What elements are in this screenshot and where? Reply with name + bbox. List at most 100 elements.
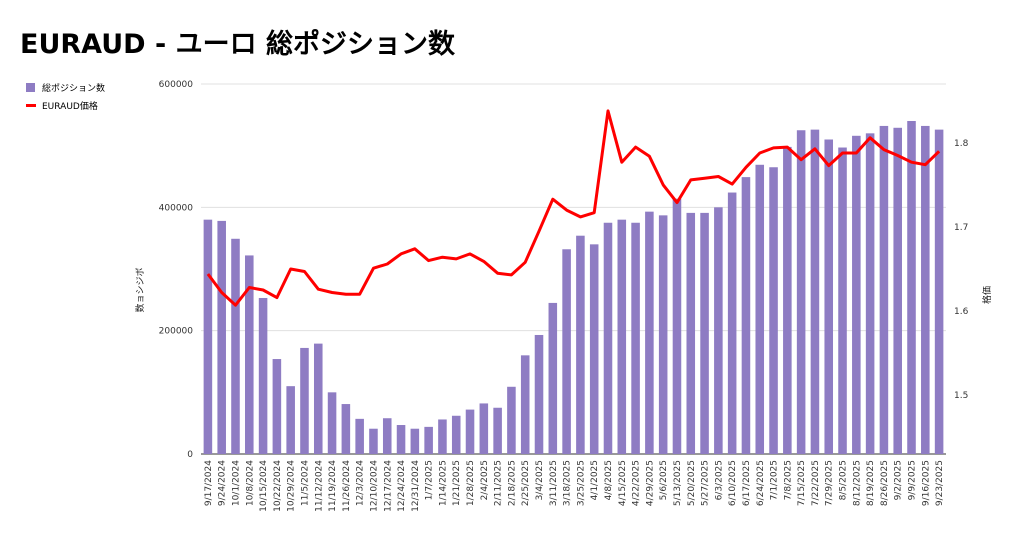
x-tick-label: 3/25/2025	[576, 460, 586, 506]
x-tick-label: 10/8/2024	[245, 460, 255, 506]
x-tick-label: 3/4/2025	[535, 460, 545, 500]
x-tick-label: 2/4/2025	[480, 460, 490, 500]
x-tick-label: 12/3/2024	[356, 460, 366, 506]
bar	[645, 212, 654, 454]
bar	[714, 207, 723, 454]
bar	[300, 348, 309, 454]
bar	[314, 344, 323, 454]
x-tick-label: 3/11/2025	[549, 460, 559, 506]
x-tick-label: 5/27/2025	[701, 460, 711, 506]
bar	[673, 199, 682, 454]
bar	[507, 387, 516, 454]
x-tick-label: 7/8/2025	[783, 460, 793, 500]
y2-tick-label: 1.7	[954, 223, 968, 233]
bar	[355, 419, 364, 454]
y-tick-label: 400000	[159, 203, 194, 213]
x-tick-label: 10/22/2024	[273, 460, 283, 512]
x-tick-label: 8/5/2025	[839, 460, 849, 500]
bar	[383, 418, 392, 454]
bar	[424, 427, 433, 454]
bar	[631, 223, 640, 454]
x-tick-label: 10/29/2024	[287, 460, 297, 512]
x-tick-label: 2/25/2025	[521, 460, 531, 506]
x-tick-label: 4/22/2025	[632, 460, 642, 506]
x-tick-label: 10/1/2024	[232, 460, 242, 506]
bar	[866, 133, 875, 454]
x-tick-label: 11/5/2024	[301, 460, 311, 506]
bar	[231, 239, 240, 454]
y-tick-label: 0	[187, 450, 193, 460]
x-tick-label: 9/24/2024	[218, 460, 228, 506]
x-tick-label: 8/12/2025	[852, 460, 862, 506]
x-tick-label: 2/11/2025	[494, 460, 504, 506]
bar	[728, 193, 737, 454]
bar	[466, 410, 475, 454]
y-axis-title: 数ョシジボ	[134, 267, 146, 312]
x-tick-label: 6/17/2025	[742, 460, 752, 506]
bar	[245, 255, 254, 454]
y-tick-label: 200000	[159, 327, 194, 337]
x-tick-label: 6/10/2025	[728, 460, 738, 506]
y2-tick-label: 1.8	[954, 139, 969, 149]
x-tick-label: 9/17/2024	[204, 460, 214, 506]
x-tick-label: 9/2/2025	[894, 460, 904, 500]
bar	[935, 130, 944, 454]
bar	[217, 221, 226, 454]
x-tick-label: 12/24/2024	[397, 460, 407, 512]
x-tick-label: 7/15/2025	[797, 460, 807, 506]
x-tick-label: 9/9/2025	[908, 460, 918, 500]
x-tick-label: 8/26/2025	[880, 460, 890, 506]
bar	[535, 335, 544, 454]
x-tick-label: 3/18/2025	[563, 460, 573, 506]
bar	[769, 167, 778, 454]
x-tick-label: 4/1/2025	[590, 460, 600, 500]
bar	[562, 249, 571, 454]
bar	[493, 408, 502, 454]
x-tick-label: 12/10/2024	[370, 460, 380, 512]
bar	[286, 386, 295, 454]
x-tick-label: 7/29/2025	[825, 460, 835, 506]
bar	[328, 392, 337, 454]
bar	[742, 177, 751, 454]
bar	[618, 220, 627, 454]
y2-tick-label: 1.5	[954, 391, 968, 401]
x-tick-label: 7/1/2025	[770, 460, 780, 500]
bar	[811, 130, 820, 454]
bar	[438, 419, 447, 454]
x-tick-label: 12/31/2024	[411, 460, 421, 512]
bar	[659, 215, 668, 454]
bar	[604, 223, 613, 454]
bar	[411, 429, 420, 454]
bar	[907, 121, 916, 454]
x-tick-label: 12/17/2024	[383, 460, 393, 512]
x-tick-label: 9/16/2025	[921, 460, 931, 506]
bar	[576, 236, 585, 454]
bar	[852, 136, 861, 454]
bar	[797, 130, 806, 454]
x-tick-label: 8/19/2025	[866, 460, 876, 506]
bar	[880, 126, 889, 454]
x-tick-label: 1/14/2025	[438, 460, 448, 506]
x-tick-label: 5/6/2025	[659, 460, 669, 500]
bar	[893, 128, 902, 454]
bar	[549, 303, 558, 454]
x-tick-label: 1/21/2025	[452, 460, 462, 506]
x-tick-label: 1/7/2025	[425, 460, 435, 500]
x-tick-label: 4/29/2025	[645, 460, 655, 506]
bar	[452, 416, 461, 454]
bar	[921, 126, 930, 454]
bar	[700, 213, 709, 454]
bar	[342, 404, 351, 454]
x-tick-label: 11/26/2024	[342, 460, 352, 512]
bar	[204, 220, 213, 454]
y2-axis-title: 格価	[981, 286, 993, 304]
x-tick-label: 2/18/2025	[507, 460, 517, 506]
x-tick-label: 5/13/2025	[673, 460, 683, 506]
x-tick-label: 1/28/2025	[466, 460, 476, 506]
x-tick-label: 4/15/2025	[618, 460, 628, 506]
bar	[273, 359, 282, 454]
x-tick-label: 4/8/2025	[604, 460, 614, 500]
bar	[838, 148, 847, 454]
y-tick-label: 600000	[159, 80, 194, 90]
